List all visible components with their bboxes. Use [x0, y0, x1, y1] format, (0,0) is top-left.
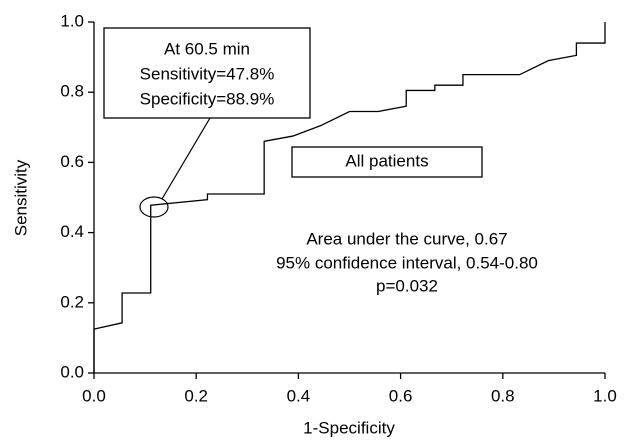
annotation-leader [161, 117, 211, 200]
stats-text: p=0.032 [376, 276, 438, 295]
group-label-box [291, 146, 483, 178]
y-tick-label: 0.0 [60, 362, 84, 381]
annotation-box [103, 27, 311, 119]
y-tick-label: 0.2 [60, 292, 84, 311]
stats-text: Area under the curve, 0.67 [306, 229, 507, 248]
annotation-text: At 60.5 min [164, 39, 250, 58]
x-tick-label: 0.2 [184, 386, 208, 405]
x-tick-label: 0.4 [287, 386, 311, 405]
y-tick-label: 0.4 [60, 222, 84, 241]
x-tick-label: 0.0 [82, 386, 106, 405]
x-axis-label: 1-Specificity [303, 418, 395, 437]
roc-curve [93, 22, 606, 373]
stats-text: 95% confidence interval, 0.54-0.80 [276, 253, 538, 272]
y-axis-label: Sensitivity [11, 159, 30, 236]
x-tick-label: 1.0 [593, 386, 617, 405]
y-tick-label: 0.6 [60, 152, 84, 171]
x-tick-label: 0.8 [491, 386, 515, 405]
annotation-text: Specificity=88.9% [140, 89, 275, 108]
y-tick-label: 0.8 [60, 82, 84, 101]
y-tick-label: 1.0 [60, 11, 84, 30]
x-tick-label: 0.6 [389, 386, 413, 405]
cutoff-marker [139, 196, 169, 218]
group-label: All patients [345, 151, 428, 170]
annotation-text: Sensitivity=47.8% [140, 64, 275, 83]
